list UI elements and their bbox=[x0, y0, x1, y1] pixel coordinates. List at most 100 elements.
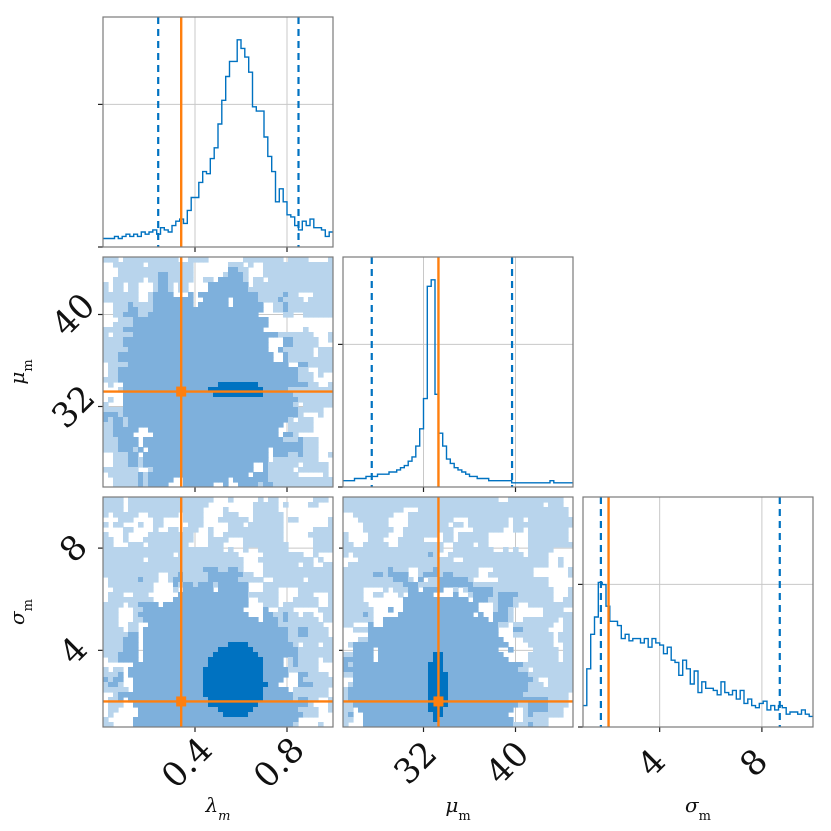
density-cell bbox=[238, 392, 244, 398]
density-cell bbox=[413, 662, 419, 668]
density-cell bbox=[118, 627, 124, 633]
density-cell bbox=[208, 412, 214, 418]
density-cell bbox=[168, 577, 174, 583]
density-cell bbox=[228, 682, 234, 688]
density-cell bbox=[113, 447, 119, 453]
density-cell bbox=[423, 567, 429, 573]
density-cell bbox=[113, 647, 119, 653]
density-cell bbox=[343, 572, 349, 578]
density-cell bbox=[183, 692, 189, 698]
density-cell bbox=[468, 517, 474, 523]
density-cell bbox=[433, 632, 439, 638]
density-cell bbox=[273, 482, 279, 487]
density-cell bbox=[313, 597, 319, 603]
density-cell bbox=[498, 687, 504, 693]
density-cell bbox=[293, 557, 299, 563]
density-cell bbox=[363, 527, 369, 533]
density-cell bbox=[448, 537, 454, 543]
density-cell bbox=[343, 507, 349, 513]
density-cell bbox=[158, 397, 164, 403]
density-cell bbox=[463, 547, 469, 553]
density-cell bbox=[363, 582, 369, 588]
density-cell bbox=[188, 382, 194, 388]
density-cell bbox=[233, 572, 239, 578]
density-cell bbox=[503, 697, 509, 703]
density-cell bbox=[423, 667, 429, 673]
density-cell bbox=[168, 447, 174, 453]
density-cell bbox=[143, 692, 149, 698]
density-cell bbox=[373, 502, 379, 508]
density-cell bbox=[463, 687, 469, 693]
density-cell bbox=[243, 712, 249, 718]
density-cell bbox=[318, 282, 324, 288]
density-cell bbox=[123, 392, 129, 398]
density-cell bbox=[378, 567, 384, 573]
density-cell bbox=[158, 612, 164, 618]
density-cell bbox=[223, 637, 229, 643]
density-cell bbox=[193, 712, 199, 718]
density-cell bbox=[288, 692, 294, 698]
density-cell bbox=[523, 712, 529, 718]
density-cell bbox=[518, 522, 524, 528]
density-cell bbox=[208, 377, 214, 383]
density-cell bbox=[398, 587, 404, 593]
density-cell bbox=[298, 677, 304, 683]
density-cell bbox=[208, 382, 214, 388]
density-cell bbox=[113, 327, 119, 333]
density-cell bbox=[388, 637, 394, 643]
density-cell bbox=[153, 477, 159, 483]
density-cell bbox=[268, 332, 274, 338]
density-cell bbox=[463, 577, 469, 583]
density-cell bbox=[473, 557, 479, 563]
density-cell bbox=[408, 657, 414, 663]
density-cell bbox=[288, 637, 294, 643]
density-cell bbox=[313, 652, 319, 658]
density-cell bbox=[378, 627, 384, 633]
density-cell bbox=[498, 637, 504, 643]
density-cell bbox=[293, 472, 299, 478]
density-cell bbox=[263, 602, 269, 608]
density-cell bbox=[418, 612, 424, 618]
density-cell bbox=[318, 477, 324, 483]
density-cell bbox=[108, 622, 114, 628]
density-cell bbox=[423, 552, 429, 558]
density-cell bbox=[113, 352, 119, 358]
density-cell bbox=[303, 482, 309, 487]
density-cell bbox=[303, 632, 309, 638]
density-cell bbox=[158, 277, 164, 283]
density-cell bbox=[148, 332, 154, 338]
density-cell bbox=[148, 342, 154, 348]
density-cell bbox=[273, 262, 279, 268]
density-cell bbox=[453, 512, 459, 518]
density-cell bbox=[428, 527, 434, 533]
density-cell bbox=[313, 617, 319, 623]
density-cell bbox=[128, 557, 134, 563]
density-cell bbox=[273, 367, 279, 373]
density-cell bbox=[208, 617, 214, 623]
density-cell bbox=[403, 532, 409, 538]
density-cell bbox=[108, 377, 114, 383]
density-cell bbox=[113, 477, 119, 483]
density-cell bbox=[183, 317, 189, 323]
density-cell bbox=[103, 557, 109, 563]
density-cell bbox=[133, 577, 139, 583]
density-cell bbox=[483, 637, 489, 643]
density-cell bbox=[408, 712, 414, 718]
density-cell bbox=[493, 692, 499, 698]
density-cell bbox=[273, 362, 279, 368]
density-cell bbox=[268, 422, 274, 428]
density-cell bbox=[133, 627, 139, 633]
density-cell bbox=[238, 412, 244, 418]
density-cell bbox=[433, 547, 439, 553]
density-cell bbox=[388, 547, 394, 553]
density-cell bbox=[148, 642, 154, 648]
density-cell bbox=[183, 687, 189, 693]
density-cell bbox=[348, 692, 354, 698]
density-cell bbox=[213, 342, 219, 348]
density-cell bbox=[128, 327, 134, 333]
density-cell bbox=[163, 292, 169, 298]
density-cell bbox=[468, 542, 474, 548]
density-cell bbox=[418, 562, 424, 568]
density-cell bbox=[243, 362, 249, 368]
density-cell bbox=[358, 687, 364, 693]
